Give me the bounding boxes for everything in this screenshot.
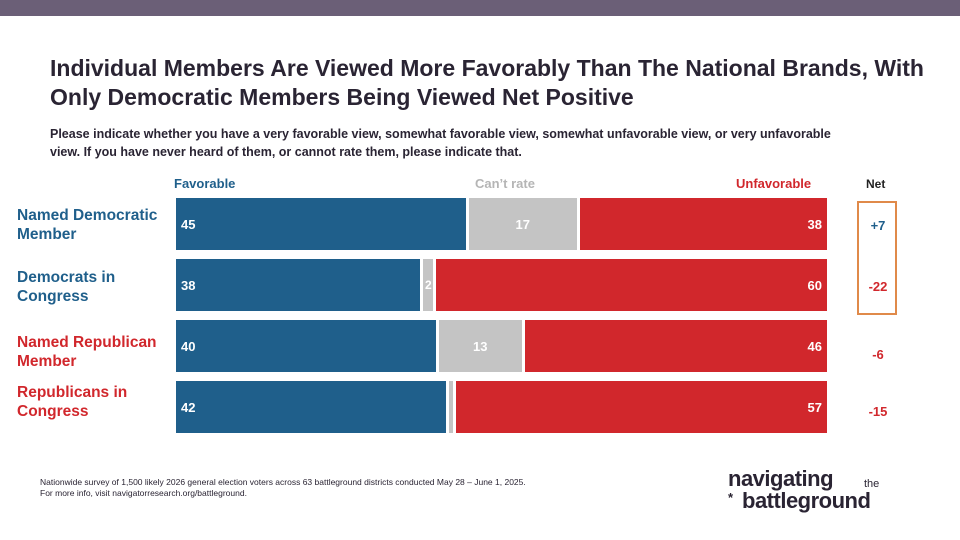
stacked-bar: 38 2 60 [176,259,827,311]
data-label-favorable: 40 [181,338,196,354]
net-column-header: Net [866,177,886,191]
chart-title: Individual Members Are Viewed More Favor… [50,55,924,110]
bar-segment-favorable: 42 [176,381,447,433]
data-label-favorable: 42 [181,399,196,415]
data-label-favorable: 45 [181,216,196,232]
navigating-battleground-logo: navigating the * battleground [728,466,948,522]
logo-word-battleground: battleground [742,488,871,513]
net-highlight-box [857,201,897,315]
net-value: -15 [868,404,888,419]
footnote-survey-info: Nationwide survey of 1,500 likely 2026 g… [40,477,526,487]
row-label: Republicans in Congress [17,384,128,420]
legend-favorable: Favorable [174,176,236,191]
footnote: Nationwide survey of 1,500 likely 2026 g… [40,477,640,499]
stacked-bar: 40 13 46 [176,320,827,372]
stacked-bar: 42 57 [176,381,827,433]
bar-segment-favorable: 38 [176,259,421,311]
bar-segment-cant-rate [449,381,453,433]
bar-segment-unfavorable: 57 [455,381,827,433]
data-label-cant-rate: 2 [425,278,432,292]
bar-segment-cant-rate: 13 [439,320,522,372]
legend-cant-rate: Can’t rate [475,176,535,191]
bar-segment-cant-rate: 2 [423,259,434,311]
row-label: Named Democratic Member [17,207,158,243]
net-value: +7 [870,218,886,233]
data-label-unfavorable: 38 [807,216,822,232]
bar-segment-cant-rate: 17 [468,198,577,250]
bar-segment-unfavorable: 60 [436,259,827,311]
footnote-more-info: For more info, visit navigatorresearch.o… [40,488,247,498]
net-value: -6 [872,347,884,362]
data-label-unfavorable: 46 [807,338,822,354]
row-label: Democrats in Congress [17,269,116,305]
logo-word-navigating: navigating [728,466,834,491]
data-label-cant-rate: 17 [515,216,530,232]
bar-segment-unfavorable: 46 [524,320,827,372]
legend-unfavorable: Unfavorable [736,176,812,191]
top-accent-bar [0,0,960,16]
stacked-bar: 45 17 38 [176,198,827,250]
net-value: -22 [868,279,888,294]
survey-question: Please indicate whether you have a very … [50,127,831,159]
logo-star-icon: * [728,490,734,505]
bar-segment-favorable: 45 [176,198,466,250]
data-label-unfavorable: 57 [807,399,822,415]
logo-word-the: the [864,478,880,490]
row-label: Named Republican Member [17,334,157,370]
data-label-favorable: 38 [181,277,196,293]
bar-segment-favorable: 40 [176,320,437,372]
data-label-unfavorable: 60 [807,277,822,293]
data-label-cant-rate: 13 [473,338,488,354]
bar-segment-unfavorable: 38 [579,198,827,250]
